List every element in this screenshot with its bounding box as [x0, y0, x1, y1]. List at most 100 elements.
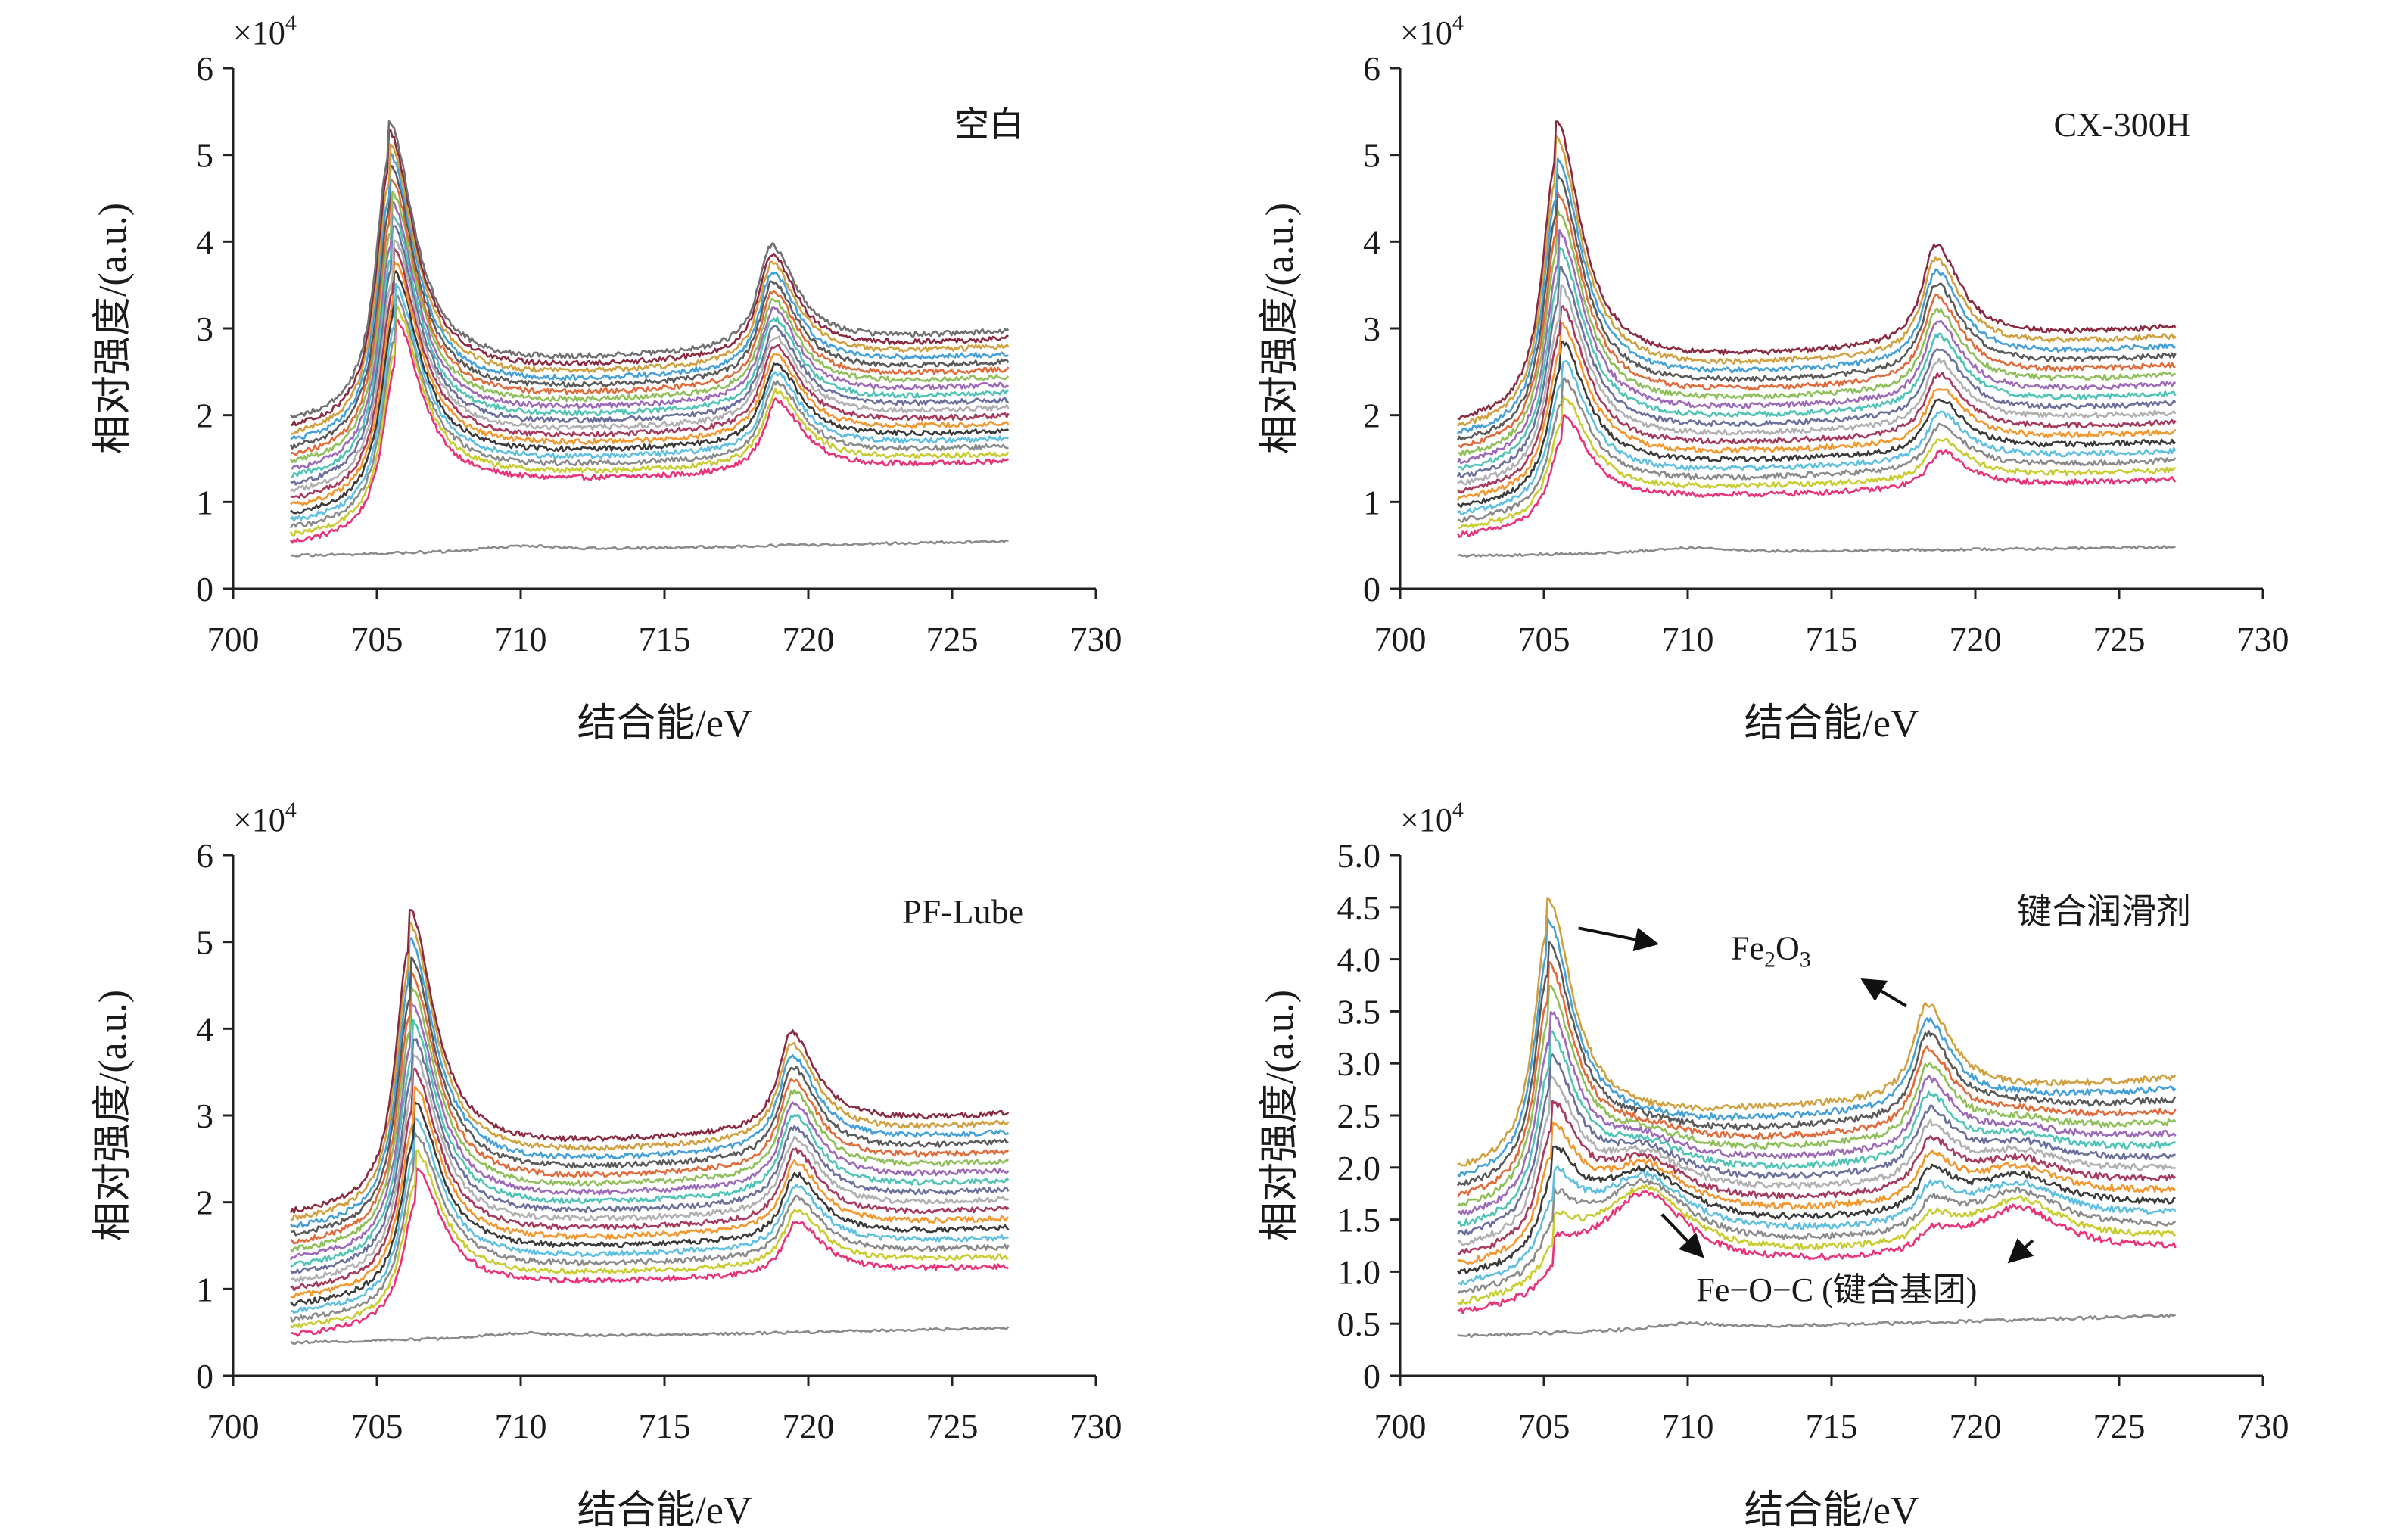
baseline-series-line — [1457, 545, 2176, 558]
x-axis-title: 结合能/eV — [577, 702, 752, 745]
y-tick-label: 3 — [196, 1097, 213, 1135]
series-line — [1457, 377, 2177, 523]
series-line — [1457, 1184, 2176, 1306]
baseline-series-line — [1457, 1313, 2177, 1339]
x-tick-label: 715 — [639, 620, 691, 658]
series-line — [1456, 135, 2177, 427]
series-line — [1456, 960, 2177, 1198]
y-tick-label: 3 — [196, 310, 213, 348]
y-multiplier-base: ×10 — [233, 14, 285, 51]
series-line — [289, 294, 1009, 529]
arrow-fe2o3-right — [1860, 978, 1907, 1008]
x-tick-label: 705 — [351, 1407, 403, 1445]
y-tick-label: 5.0 — [1337, 836, 1381, 875]
x-tick-label: 710 — [495, 1407, 547, 1445]
series-line — [1457, 191, 2176, 449]
series-line — [290, 1018, 1010, 1268]
series-line — [1456, 305, 2177, 494]
series-line — [289, 937, 1010, 1229]
series-line — [1458, 394, 2177, 529]
series-line — [1456, 265, 2177, 478]
x-tick-label: 710 — [1662, 620, 1714, 658]
panel-label: 键合润滑剂 — [2017, 892, 2191, 931]
arrow-feoc-right — [2007, 1237, 2034, 1264]
y-multiplier: ×104 — [233, 11, 297, 51]
y-tick-label: 4 — [196, 222, 213, 261]
y-tick-label: 0 — [196, 1357, 213, 1395]
y-axis-title: 相对强度/(a.u.) — [92, 203, 135, 454]
series-line — [290, 972, 1010, 1245]
y-tick-label: 2.5 — [1337, 1097, 1381, 1135]
series-line — [1457, 1075, 2176, 1246]
series-line — [290, 260, 1010, 506]
series-line — [290, 270, 1009, 515]
panel-label: PF-Lube — [902, 892, 1024, 931]
x-axis-title: 结合能/eV — [577, 1489, 752, 1532]
chart-panel-3: 700 705 710 715 720 725 7300123456×104结合能/eV相对… — [92, 798, 1122, 1532]
series-line — [1456, 941, 2177, 1187]
series-line — [1457, 284, 2177, 486]
series-line — [1457, 1121, 2177, 1265]
fe2o3-sub3: 3 — [1800, 947, 1811, 972]
series-line — [289, 191, 1010, 464]
y-multiplier: ×104 — [1400, 798, 1464, 838]
fe2o3-o: O — [1776, 930, 1800, 967]
y-tick-label: 2 — [196, 1184, 213, 1222]
chart-panel-2: 700 705 710 715 720 725 7300123456×104结合能/eV相对… — [1259, 11, 2289, 745]
fe2o3-sub2: 2 — [1764, 947, 1776, 972]
y-tick-label: 6 — [1363, 49, 1380, 88]
y-tick-label: 2 — [1363, 397, 1380, 435]
y-tick-label: 2.0 — [1337, 1149, 1381, 1187]
x-tick-label: 720 — [1950, 620, 2002, 658]
series-line — [290, 152, 1010, 440]
x-tick-label: 715 — [1806, 620, 1858, 658]
y-tick-label: 0 — [1363, 1357, 1380, 1395]
y-axis-title: 相对强度/(a.u.) — [92, 990, 135, 1241]
y-multiplier-base: ×10 — [1400, 14, 1452, 51]
series-line — [290, 178, 1010, 456]
y-axis-title: 相对强度/(a.u.) — [1259, 990, 1302, 1241]
y-tick-label: 5 — [1363, 136, 1380, 175]
y-tick-label: 1.0 — [1337, 1252, 1381, 1291]
arrow-feoc-left — [1660, 1213, 1704, 1258]
y-tick-label: 1 — [1363, 483, 1380, 521]
series-line — [290, 1117, 1009, 1314]
y-tick-label: 0 — [1363, 570, 1380, 608]
series-line — [290, 1149, 1009, 1329]
series-line — [289, 319, 1010, 544]
series-line — [1456, 1030, 2176, 1227]
x-axis-title: 结合能/eV — [1744, 1489, 1919, 1532]
series-line — [290, 922, 1010, 1221]
series-line — [290, 956, 1009, 1237]
series-line — [290, 214, 1009, 478]
fe2o3-label: Fe2O3 — [1731, 930, 1811, 972]
series-line — [290, 1067, 1010, 1292]
x-tick-label: 705 — [1518, 1407, 1570, 1445]
series-line — [1457, 209, 2176, 456]
y-tick-label: 5 — [196, 923, 213, 962]
series-line — [1457, 359, 2177, 515]
x-tick-label: 710 — [1662, 1407, 1714, 1445]
panel-label: CX-300H — [2054, 105, 2191, 144]
x-tick-label: 725 — [926, 620, 979, 658]
panel-label: 空白 — [954, 105, 1024, 144]
series-line — [1457, 340, 2177, 509]
x-tick-label: 715 — [639, 1407, 691, 1445]
annotations: Fe2O3 Fe−O−C (键合基团) — [1578, 926, 2034, 1308]
series-line — [289, 305, 1010, 537]
y-multiplier-base: ×10 — [233, 801, 285, 838]
series-line — [290, 1053, 1010, 1283]
y-tick-label: 4.0 — [1337, 941, 1381, 979]
series-line — [290, 247, 1010, 499]
series-line — [1456, 414, 2177, 538]
series-line — [290, 143, 1010, 436]
series-line — [289, 282, 1009, 522]
series-line — [290, 129, 1009, 427]
series-line — [289, 164, 1010, 450]
series-line — [290, 1167, 1009, 1337]
x-axis-title: 结合能/eV — [1744, 702, 1919, 745]
x-tick-label: 720 — [1950, 1407, 2002, 1445]
x-tick-label: 730 — [1070, 620, 1122, 658]
series-line — [1457, 985, 2177, 1207]
x-tick-label: 725 — [926, 1407, 979, 1445]
